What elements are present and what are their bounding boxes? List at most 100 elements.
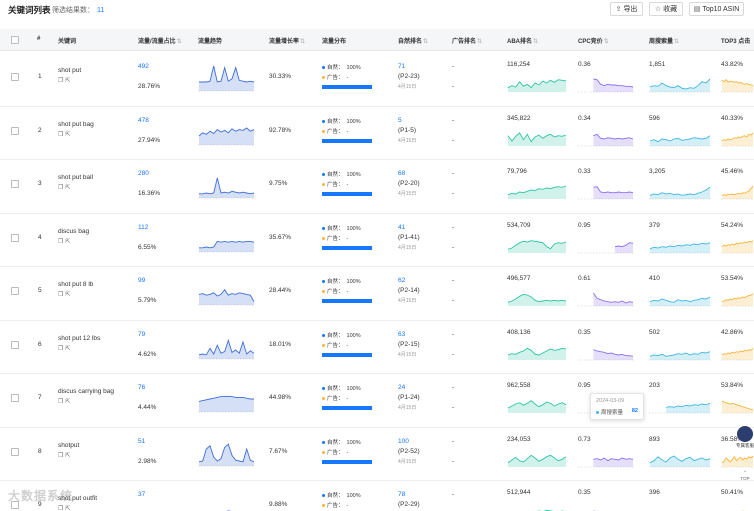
col-search-vol[interactable]: 周搜索量⇅: [649, 36, 679, 45]
natural-label: 自然：: [327, 386, 344, 392]
keyword-text[interactable]: shot put 8 lb: [58, 281, 94, 288]
back-to-top-button[interactable]: ⌃ TOP: [737, 470, 753, 481]
external-link-icon[interactable]: ⇱: [65, 238, 73, 245]
natural-rank[interactable]: 5: [398, 116, 402, 124]
copy-icon[interactable]: ❐: [58, 292, 66, 298]
top10-label: Top10 ASIN: [702, 5, 740, 13]
external-link-icon[interactable]: ⇱: [65, 399, 73, 405]
row-checkbox[interactable]: [11, 340, 19, 349]
traffic-value[interactable]: 492: [138, 63, 149, 70]
traffic-value[interactable]: 112: [138, 223, 149, 231]
customer-service-button[interactable]: 专属客服: [736, 426, 754, 449]
sort-icon: ⇅: [423, 39, 429, 45]
col-ad-rank[interactable]: 广告排名⇅: [452, 36, 482, 45]
external-link-icon[interactable]: ⇱: [65, 452, 73, 459]
traffic-value[interactable]: 37: [138, 491, 146, 498]
natural-rank[interactable]: 100: [398, 437, 409, 445]
keyword-text[interactable]: shot put 12 lbs: [58, 334, 101, 342]
dist-ad: 广告： -: [322, 501, 348, 509]
cpc-chart: [578, 230, 634, 256]
traffic-value[interactable]: 76: [138, 384, 146, 391]
row-checkbox[interactable]: [11, 233, 19, 242]
col-traffic[interactable]: 流量/流量占比⇅: [138, 36, 182, 45]
keyword-actions: ❐⇱: [58, 77, 72, 84]
external-link-icon[interactable]: ⇱: [65, 78, 73, 84]
top3-chart: [721, 390, 754, 416]
copy-icon[interactable]: ❐: [58, 506, 66, 511]
natural-label: 自然：: [327, 225, 344, 232]
natural-rank[interactable]: 68: [398, 170, 406, 177]
sparkline-line: [721, 347, 754, 355]
dist-ad: 广告： -: [322, 234, 348, 242]
col-growth[interactable]: 流量增长率⇅: [269, 36, 305, 45]
copy-icon[interactable]: ❐: [58, 238, 66, 245]
natural-rank[interactable]: 41: [398, 223, 406, 231]
row-checkbox[interactable]: [11, 501, 19, 509]
traffic-value[interactable]: 280: [138, 170, 149, 177]
row-checkbox[interactable]: [11, 73, 19, 81]
copy-icon[interactable]: ❐: [58, 452, 66, 459]
sparkline-line: [721, 455, 754, 463]
select-all-checkbox[interactable]: [11, 36, 19, 44]
natural-dot: [322, 119, 325, 123]
top10-asin-button[interactable]: ▤ Top10 ASIN: [689, 2, 744, 16]
traffic-value[interactable]: 99: [138, 277, 146, 284]
keyword-actions: ❐⇱: [58, 452, 72, 459]
keyword-text[interactable]: shot put: [58, 67, 82, 74]
keyword-text[interactable]: discus carrying bag: [58, 388, 114, 395]
favorite-button[interactable]: ☆ 收藏: [649, 2, 683, 16]
copy-icon[interactable]: ❐: [58, 399, 66, 405]
col-natural-rank[interactable]: 自然排名⇅: [398, 36, 428, 45]
natural-dot: [322, 333, 325, 337]
external-link-icon[interactable]: ⇱: [65, 345, 73, 352]
avatar: [737, 426, 753, 442]
copy-icon[interactable]: ❐: [58, 185, 66, 191]
copy-icon[interactable]: ❐: [58, 345, 66, 352]
natural-rank-page: (P1-41): [398, 233, 420, 241]
natural-rank-page: (P2-15): [398, 340, 420, 348]
external-link-icon[interactable]: ⇱: [65, 185, 73, 191]
sparkline-line: [198, 442, 255, 462]
sparkline-line: [507, 454, 567, 463]
traffic-value[interactable]: 79: [138, 330, 146, 338]
traffic-value[interactable]: 478: [138, 116, 149, 124]
copy-icon[interactable]: ❐: [58, 131, 66, 138]
traffic-value[interactable]: 51: [138, 437, 146, 445]
natural-rank[interactable]: 63: [398, 330, 406, 338]
top3-click-share: 45.46%: [721, 168, 744, 175]
keyword-text[interactable]: shot put bag: [58, 120, 94, 128]
toolbar: 关键词列表 筛选结果数： 11 ⇪ 导出 ☆ 收藏 ▤ Top10 ASIN: [0, 0, 754, 20]
sparkline-area: [508, 294, 566, 306]
natural-value: 100%: [346, 439, 361, 446]
row-checkbox[interactable]: [11, 126, 19, 135]
natural-rank[interactable]: 71: [398, 63, 406, 70]
traffic-trend-chart: [198, 64, 255, 94]
row-checkbox[interactable]: [11, 180, 19, 188]
row-checkbox[interactable]: [11, 394, 19, 402]
external-link-icon[interactable]: ⇱: [65, 292, 73, 298]
external-link-icon[interactable]: ⇱: [65, 131, 73, 138]
row-checkbox[interactable]: [11, 287, 19, 295]
copy-icon[interactable]: ❐: [58, 78, 66, 84]
keyword-text[interactable]: discus bag: [58, 227, 90, 235]
keyword-text[interactable]: shotput: [58, 441, 80, 449]
sparkline-area: [199, 127, 254, 145]
natural-rank[interactable]: 78: [398, 491, 406, 498]
natural-rank[interactable]: 24: [398, 384, 406, 391]
keyword-text[interactable]: shot put outfit: [58, 495, 98, 502]
sort-icon: ⇅: [603, 39, 609, 45]
col-aba-rank[interactable]: ABA排名⇅: [507, 36, 538, 45]
ad-rank: -: [452, 384, 455, 391]
keyword-text[interactable]: shot put ball: [58, 174, 94, 181]
natural-rank[interactable]: 62: [398, 277, 406, 284]
traffic-growth: 44.98%: [269, 394, 292, 401]
table-row: 8 shotput ❐⇱ 51 2.98% 7.67% 自然： 100% 广告： -100 (P2-…: [0, 428, 754, 481]
export-button[interactable]: ⇪ 导出: [610, 2, 643, 16]
external-link-icon[interactable]: ⇱: [65, 506, 73, 511]
cpc-chart: [578, 337, 634, 363]
keyword-actions: ❐⇱: [58, 505, 72, 511]
row-checkbox[interactable]: [11, 447, 19, 456]
ad-rank: -: [452, 277, 455, 284]
col-cpc[interactable]: CPC竞价⇅: [578, 36, 609, 45]
cpc-chart: [578, 497, 634, 511]
